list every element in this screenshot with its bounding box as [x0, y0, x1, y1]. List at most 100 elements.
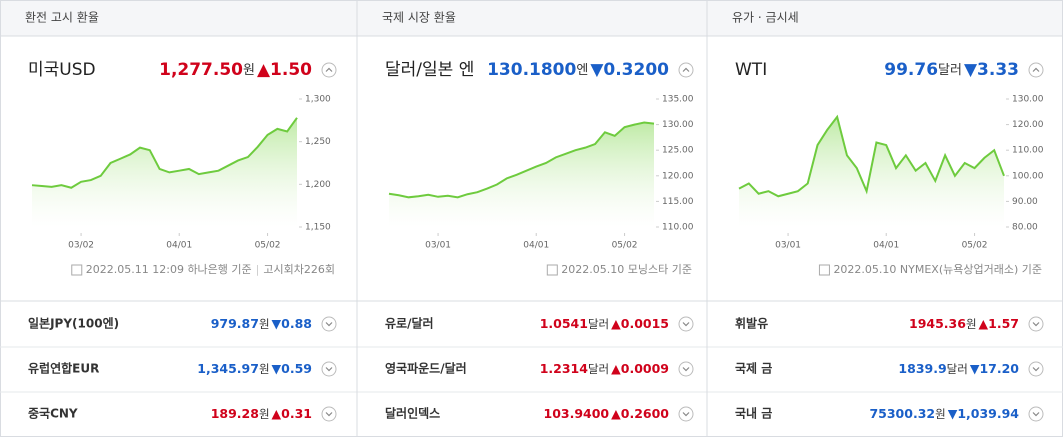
- source-part: 고시회차226회: [263, 263, 335, 276]
- area: [739, 116, 1004, 227]
- x-tick-label: 04/01: [166, 241, 192, 251]
- y-tick-label: 80.00: [1012, 223, 1038, 233]
- price-change: ▼17.20: [970, 361, 1019, 376]
- toggle-button[interactable]: [321, 62, 337, 78]
- toggle-button[interactable]: [678, 62, 694, 78]
- price-change: ▲0.0015: [611, 316, 669, 331]
- toggle-button[interactable]: [1028, 406, 1044, 422]
- y-tick-label: 1,150: [305, 223, 331, 233]
- button-circle[interactable]: [1028, 406, 1044, 422]
- button-circle[interactable]: [1028, 62, 1044, 78]
- separator: |: [256, 263, 260, 276]
- price-unit: 원: [259, 407, 270, 421]
- price-value: 1,345.97: [197, 361, 259, 376]
- button-chevron[interactable]: [682, 322, 690, 327]
- button-circle[interactable]: [321, 62, 337, 78]
- price-unit: 원: [259, 317, 270, 331]
- button-chevron[interactable]: [325, 412, 333, 417]
- button-chevron[interactable]: [1032, 367, 1040, 372]
- price-change: ▲1.57: [979, 316, 1019, 331]
- row-name: 영국파운드/달러: [385, 361, 467, 376]
- x-tick-label: 05/02: [255, 241, 281, 251]
- price-change: ▼0.59: [272, 361, 312, 376]
- y-tick-label: 90.00: [1012, 197, 1038, 207]
- price-change: ▼3.33: [964, 60, 1019, 80]
- y-tick-label: 130.00: [662, 120, 694, 130]
- row-name: 유럽연합EUR: [28, 361, 99, 376]
- price: 1839.9달러 ▼17.20: [898, 361, 1019, 376]
- panel-title: 미국USD: [28, 60, 96, 80]
- y-tick-label: 120.00: [662, 171, 694, 181]
- toggle-button[interactable]: [678, 406, 694, 422]
- source-icon: [546, 264, 558, 276]
- row-name: 일본JPY(100엔): [28, 316, 119, 331]
- button-circle[interactable]: [321, 361, 337, 377]
- price-change: ▲0.2600: [611, 406, 669, 421]
- x-tick-label: 05/02: [962, 241, 988, 251]
- button-circle[interactable]: [678, 316, 694, 332]
- y-tick-label: 115.00: [662, 197, 694, 207]
- price-unit: 달러: [938, 63, 962, 78]
- toggle-button[interactable]: [1028, 316, 1044, 332]
- price: 979.87원 ▼0.88: [211, 316, 312, 331]
- button-circle[interactable]: [1028, 316, 1044, 332]
- panel-header: 유가 · 금시세: [732, 11, 799, 25]
- area: [389, 122, 654, 227]
- price-unit: 원: [259, 362, 270, 376]
- button-circle[interactable]: [1028, 361, 1044, 377]
- price: 1,277.50원 ▲1.50: [159, 60, 312, 80]
- toggle-button[interactable]: [1028, 361, 1044, 377]
- button-circle[interactable]: [321, 406, 337, 422]
- button-chevron[interactable]: [325, 67, 333, 72]
- line: [31, 117, 298, 189]
- price-unit: 달러: [947, 362, 968, 376]
- source-note: 2022.05.10 모닝스타 기준: [561, 263, 692, 276]
- price-value: 1839.9: [898, 361, 946, 376]
- price: 1945.36원 ▲1.57: [909, 316, 1019, 331]
- y-tick-label: 100.00: [1012, 171, 1044, 181]
- price: 1.2314달러 ▲0.0009: [540, 361, 669, 376]
- panel-title: WTI: [735, 60, 767, 80]
- toggle-button[interactable]: [1028, 62, 1044, 78]
- panel-header: 국제 시장 환율: [382, 11, 456, 25]
- row-name: 중국CNY: [28, 407, 78, 421]
- source-part: 2022.05.11 12:09 하나은행 기준: [86, 262, 252, 276]
- price-change: ▲0.31: [272, 406, 312, 421]
- button-circle[interactable]: [678, 361, 694, 377]
- button-circle[interactable]: [321, 316, 337, 332]
- price-value: 103.9400: [544, 406, 610, 421]
- toggle-button[interactable]: [321, 316, 337, 332]
- source-part: 2022.05.10 NYMEX(뉴욕상업거래소) 기준: [833, 263, 1042, 276]
- header-bar: [1, 1, 1062, 36]
- price-value: 1.2314: [540, 361, 589, 376]
- source-note: 2022.05.10 NYMEX(뉴욕상업거래소) 기준: [833, 263, 1042, 276]
- button-circle[interactable]: [678, 406, 694, 422]
- source-icon: [818, 264, 830, 276]
- area: [32, 117, 297, 227]
- price-change: ▼0.3200: [590, 60, 669, 80]
- y-tick-label: 1,250: [305, 137, 331, 147]
- toggle-button[interactable]: [678, 316, 694, 332]
- panel-title: 달러/일본 엔: [385, 60, 474, 80]
- button-chevron[interactable]: [682, 367, 690, 372]
- y-tick-label: 1,300: [305, 95, 331, 105]
- toggle-button[interactable]: [678, 361, 694, 377]
- button-chevron[interactable]: [325, 322, 333, 327]
- button-chevron[interactable]: [1032, 322, 1040, 327]
- button-chevron[interactable]: [682, 412, 690, 417]
- y-tick-label: 110.00: [1012, 146, 1044, 156]
- price-value: 189.28: [211, 406, 259, 421]
- button-chevron[interactable]: [1032, 67, 1040, 72]
- button-chevron[interactable]: [682, 67, 690, 72]
- toggle-button[interactable]: [321, 361, 337, 377]
- button-circle[interactable]: [678, 62, 694, 78]
- y-tick-label: 1,200: [305, 180, 331, 190]
- button-chevron[interactable]: [1032, 412, 1040, 417]
- toggle-button[interactable]: [321, 406, 337, 422]
- price-unit: 달러: [588, 317, 609, 331]
- x-tick-label: 03/02: [68, 241, 94, 251]
- button-chevron[interactable]: [325, 367, 333, 372]
- price-value: 99.76: [884, 60, 938, 80]
- price-value: 1.0541: [540, 316, 588, 331]
- price-unit: 달러: [588, 362, 609, 376]
